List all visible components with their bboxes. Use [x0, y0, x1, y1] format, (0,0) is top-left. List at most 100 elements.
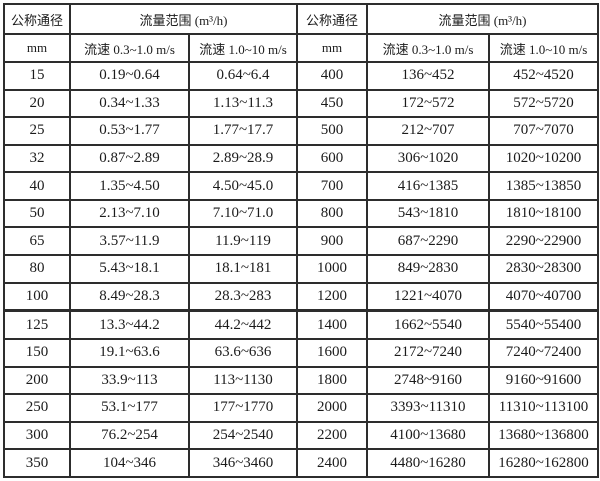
diameter-cell: 2400: [296, 448, 368, 478]
table-row: 25 0.53~1.77 1.77~17.7 500 212~707 707~7070: [3, 116, 599, 146]
flow-range-cell: 4100~13680: [366, 420, 490, 451]
diameter-cell: 65: [3, 226, 71, 256]
table-row: 125 13.3~44.2 44.2~442 1400 1662~5540 5540~55…: [3, 309, 599, 341]
flow-range-cell: 254~2540: [188, 420, 298, 451]
diameter-cell: 350: [3, 448, 71, 478]
diameter-cell: 400: [296, 61, 368, 91]
flow-range-cell: 4.50~45.0: [188, 171, 298, 201]
diameter-cell: 2000: [296, 393, 368, 423]
diameter-cell: 32: [3, 143, 71, 174]
flow-range-cell: 1.77~17.7: [188, 116, 298, 146]
table-row: 350 104~346 346~3460 2400 4480~16280 16280~16…: [3, 448, 599, 478]
flow-range-cell: 113~1130: [188, 365, 298, 396]
flow-range-cell: 33.9~113: [69, 365, 190, 396]
diameter-cell: 15: [3, 61, 71, 91]
flow-range-cell: 1020~10200: [488, 143, 599, 174]
diameter-cell: 600: [296, 143, 368, 174]
table-row: 100 8.49~28.3 28.3~283 1200 1221~4070 4070~40…: [3, 281, 599, 312]
flow-range-cell: 16280~162800: [488, 448, 599, 478]
table-row: 80 5.43~18.1 18.1~181 1000 849~2830 2830~2830…: [3, 253, 599, 284]
diameter-header-left: 公称通径: [3, 3, 71, 35]
flow-range-cell: 5.43~18.1: [69, 253, 190, 284]
velocity-high-header-left: 流速 1.0~10 m/s: [188, 33, 298, 63]
flow-range-cell: 212~707: [366, 116, 490, 146]
velocity-low-header-right: 流速 0.3~1.0 m/s: [366, 33, 490, 63]
flow-range-cell: 5540~55400: [488, 309, 599, 341]
diameter-cell: 500: [296, 116, 368, 146]
flow-range-cell: 2830~28300: [488, 253, 599, 284]
diameter-cell: 25: [3, 116, 71, 146]
flow-range-cell: 687~2290: [366, 226, 490, 256]
flow-range-cell: 0.53~1.77: [69, 116, 190, 146]
flow-range-cell: 11.9~119: [188, 226, 298, 256]
diameter-cell: 100: [3, 281, 71, 312]
table-row: 20 0.34~1.33 1.13~11.3 450 172~572 572~5720: [3, 88, 599, 119]
flow-range-cell: 13.3~44.2: [69, 309, 190, 341]
flow-range-cell: 2748~9160: [366, 365, 490, 396]
table-row: 50 2.13~7.10 7.10~71.0 800 543~1810 1810~1810…: [3, 198, 599, 229]
table-row: 300 76.2~254 254~2540 2200 4100~13680 13680~1…: [3, 420, 599, 451]
flow-range-cell: 4480~16280: [366, 448, 490, 478]
diameter-cell: 20: [3, 88, 71, 119]
flow-range-table: 公称通径 流量范围 (m³/h) 公称通径 流量范围 (m³/h) mm 流速 …: [3, 3, 599, 478]
flow-range-cell: 63.6~636: [188, 338, 298, 368]
flow-range-cell: 0.34~1.33: [69, 88, 190, 119]
flow-range-cell: 306~1020: [366, 143, 490, 174]
flow-range-cell: 1.35~4.50: [69, 171, 190, 201]
flow-range-cell: 7.10~71.0: [188, 198, 298, 229]
diameter-cell: 50: [3, 198, 71, 229]
flow-range-cell: 2.89~28.9: [188, 143, 298, 174]
flow-range-cell: 172~572: [366, 88, 490, 119]
flow-range-cell: 13680~136800: [488, 420, 599, 451]
flow-range-cell: 849~2830: [366, 253, 490, 284]
flow-range-cell: 1810~18100: [488, 198, 599, 229]
flow-range-cell: 1385~13850: [488, 171, 599, 201]
flow-range-cell: 1.13~11.3: [188, 88, 298, 119]
diameter-cell: 1600: [296, 338, 368, 368]
diameter-cell: 1400: [296, 309, 368, 341]
flow-range-cell: 0.64~6.4: [188, 61, 298, 91]
diameter-cell: 200: [3, 365, 71, 396]
diameter-cell: 900: [296, 226, 368, 256]
header-row-sub: mm 流速 0.3~1.0 m/s 流速 1.0~10 m/s mm 流速 0.…: [3, 33, 599, 63]
diameter-cell: 1000: [296, 253, 368, 284]
flow-range-cell: 3393~11310: [366, 393, 490, 423]
flow-range-cell: 9160~91600: [488, 365, 599, 396]
flow-range-cell: 2290~22900: [488, 226, 599, 256]
table-row: 200 33.9~113 113~1130 1800 2748~9160 9160~916…: [3, 365, 599, 396]
flow-table-body: 15 0.19~0.64 0.64~6.4 400 136~452 452~4520 20 0…: [3, 61, 599, 478]
unit-header-right: mm: [296, 33, 368, 63]
diameter-cell: 300: [3, 420, 71, 451]
flow-range-cell: 416~1385: [366, 171, 490, 201]
flow-range-cell: 707~7070: [488, 116, 599, 146]
flow-range-cell: 3.57~11.9: [69, 226, 190, 256]
flow-range-cell: 136~452: [366, 61, 490, 91]
flow-range-cell: 543~1810: [366, 198, 490, 229]
diameter-cell: 80: [3, 253, 71, 284]
table-row: 40 1.35~4.50 4.50~45.0 700 416~1385 1385~1385…: [3, 171, 599, 201]
diameter-cell: 40: [3, 171, 71, 201]
flow-range-cell: 53.1~177: [69, 393, 190, 423]
flow-range-cell: 1662~5540: [366, 309, 490, 341]
diameter-cell: 125: [3, 309, 71, 341]
table-row: 15 0.19~0.64 0.64~6.4 400 136~452 452~4520: [3, 61, 599, 91]
velocity-high-header-right: 流速 1.0~10 m/s: [488, 33, 599, 63]
table-row: 65 3.57~11.9 11.9~119 900 687~2290 2290~22900: [3, 226, 599, 256]
flow-range-cell: 44.2~442: [188, 309, 298, 341]
flow-range-header-left: 流量范围 (m³/h): [69, 3, 298, 35]
flow-range-cell: 2.13~7.10: [69, 198, 190, 229]
flow-range-cell: 346~3460: [188, 448, 298, 478]
diameter-cell: 800: [296, 198, 368, 229]
table-row: 250 53.1~177 177~1770 2000 3393~11310 11310~1…: [3, 393, 599, 423]
flow-range-cell: 572~5720: [488, 88, 599, 119]
velocity-low-header-left: 流速 0.3~1.0 m/s: [69, 33, 190, 63]
flow-range-cell: 11310~113100: [488, 393, 599, 423]
diameter-header-right: 公称通径: [296, 3, 368, 35]
diameter-cell: 1800: [296, 365, 368, 396]
flow-range-cell: 0.19~0.64: [69, 61, 190, 91]
flow-range-cell: 19.1~63.6: [69, 338, 190, 368]
flow-range-cell: 7240~72400: [488, 338, 599, 368]
diameter-cell: 700: [296, 171, 368, 201]
table-row: 150 19.1~63.6 63.6~636 1600 2172~7240 7240~72…: [3, 338, 599, 368]
